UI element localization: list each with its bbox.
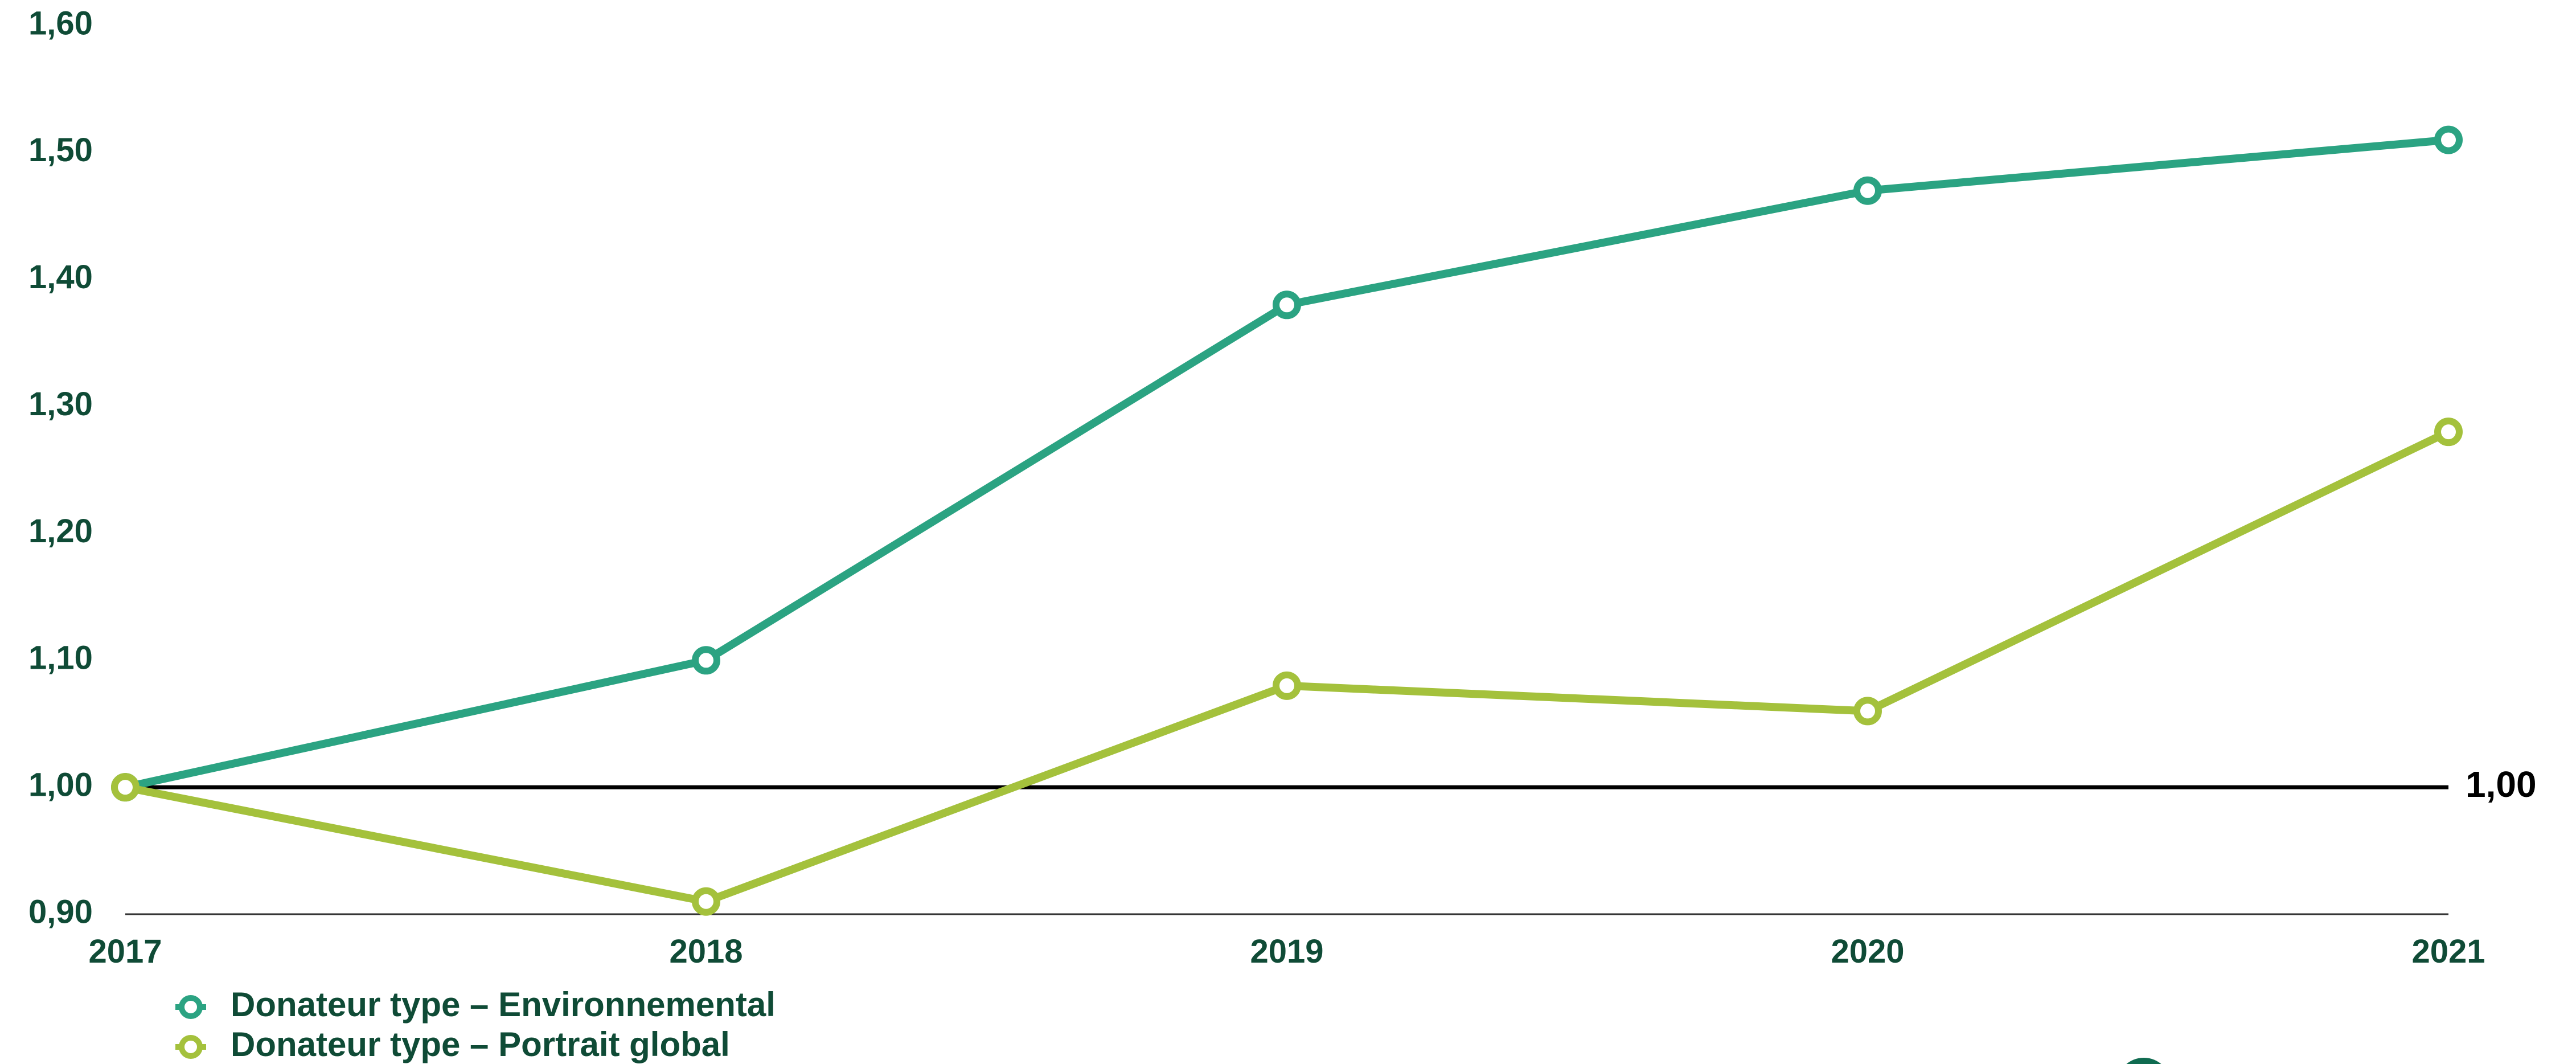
data-point <box>692 646 720 675</box>
data-point <box>111 773 140 802</box>
y-tick-label: 1,30 <box>28 386 93 423</box>
x-tick-label: 2019 <box>1250 933 1323 970</box>
decorative-circle <box>2126 1058 2161 1064</box>
data-point <box>1853 697 1882 726</box>
legend-label: Donateur type – Portrait global <box>231 1025 730 1063</box>
series-line <box>121 428 2452 906</box>
x-tick-label: 2018 <box>669 933 743 970</box>
y-tick-label: 1,10 <box>28 640 93 677</box>
data-point <box>2434 418 2463 447</box>
data-point <box>2434 125 2463 154</box>
data-point <box>1273 671 1301 700</box>
y-tick-label: 0,90 <box>28 893 93 930</box>
legend: Donateur type – EnvironnementalDonateur … <box>175 985 776 1063</box>
x-tick-label: 2020 <box>1831 933 1904 970</box>
y-tick-label: 1,60 <box>28 5 93 42</box>
reference-line-group: 1,00 <box>125 764 2537 805</box>
x-tick-label: 2017 <box>88 933 162 970</box>
legend-point-marker <box>179 995 203 1019</box>
series-group <box>111 125 2463 916</box>
y-tick-label: 1,50 <box>28 132 93 169</box>
legend-point-marker <box>179 1035 203 1059</box>
reference-line-label: 1,00 <box>2466 764 2537 805</box>
y-tick-label: 1,20 <box>28 513 93 550</box>
legend-label: Donateur type – Environnemental <box>231 985 776 1024</box>
y-axis: 1,60 1,50 1,40 1,30 1,20 1,10 1,00 0,90 <box>28 5 93 930</box>
data-point <box>1853 176 1882 205</box>
x-axis: 2017 2018 2019 2020 2021 <box>88 913 2485 970</box>
y-tick-label: 1,40 <box>28 259 93 296</box>
x-tick-label: 2021 <box>2411 933 2485 970</box>
data-point <box>1273 290 1301 320</box>
y-tick-label: 1,00 <box>28 766 93 803</box>
data-point <box>692 887 720 916</box>
